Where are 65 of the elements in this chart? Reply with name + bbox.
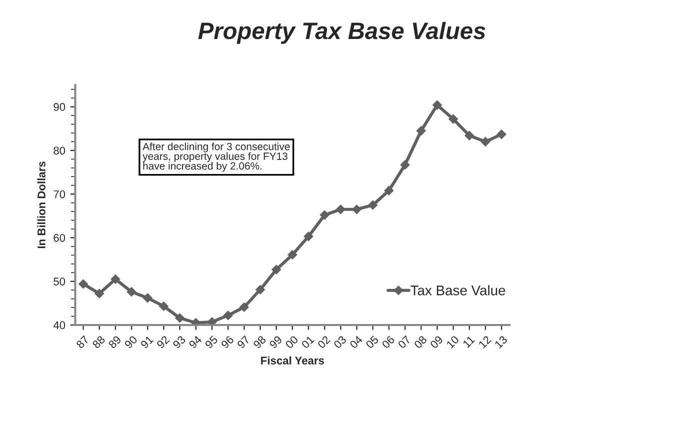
x-tick-label: 10 bbox=[446, 335, 460, 349]
point bbox=[288, 250, 298, 260]
y-tick-label: 40 bbox=[53, 321, 66, 330]
point bbox=[448, 114, 458, 124]
point bbox=[352, 204, 362, 214]
point bbox=[207, 317, 217, 325]
x-tick-label: 87 bbox=[76, 335, 90, 349]
x-tick-label: 05 bbox=[365, 335, 379, 349]
x-tick-label: 99 bbox=[268, 335, 282, 349]
point bbox=[304, 232, 314, 242]
x-tick-label: 04 bbox=[349, 335, 364, 349]
x-tick-label: 88 bbox=[92, 335, 106, 349]
point bbox=[336, 204, 346, 214]
point bbox=[272, 264, 281, 274]
x-tick-label: 97 bbox=[236, 335, 250, 349]
x-tick-label: 12 bbox=[478, 335, 492, 349]
point bbox=[126, 287, 136, 296]
point bbox=[110, 274, 120, 284]
point bbox=[464, 130, 474, 140]
point bbox=[320, 210, 330, 220]
y-tick-label: 90 bbox=[54, 103, 66, 111]
x-tick-label: 00 bbox=[284, 335, 299, 349]
point bbox=[159, 302, 168, 311]
point bbox=[368, 200, 378, 210]
point bbox=[480, 137, 490, 146]
point bbox=[256, 285, 265, 294]
point bbox=[240, 302, 249, 312]
point bbox=[223, 310, 233, 320]
point bbox=[400, 160, 410, 170]
x-tick-label: 94 bbox=[188, 335, 202, 349]
x-axis-title: Fiscal Years bbox=[261, 356, 324, 364]
x-tick-label: 95 bbox=[204, 335, 218, 349]
legend-label: Tax Base Value bbox=[410, 285, 506, 296]
y-tick-label: 80 bbox=[54, 146, 66, 155]
x-tick-label: 92 bbox=[156, 335, 170, 349]
x-tick-label: 93 bbox=[172, 335, 186, 349]
point bbox=[143, 293, 152, 303]
point bbox=[175, 313, 184, 323]
x-tick-label: 90 bbox=[124, 335, 138, 349]
x-tick-label: 91 bbox=[140, 335, 154, 349]
x-tick-label: 02 bbox=[317, 335, 331, 349]
y-tick-label: 50 bbox=[54, 278, 66, 286]
x-tick-label: 13 bbox=[494, 335, 508, 349]
x-tick-label: 89 bbox=[108, 335, 122, 349]
x-tick-label: 98 bbox=[252, 335, 266, 349]
annotation: After declining for 3 consecutive years, property values for FY13 have increased by 2.06%. bbox=[142, 142, 290, 172]
point bbox=[384, 186, 394, 196]
point bbox=[94, 288, 104, 298]
point bbox=[432, 100, 442, 110]
x-tick-label: 01 bbox=[300, 335, 315, 349]
point bbox=[78, 279, 88, 289]
y-axis-title: In Billion Dollars bbox=[37, 162, 46, 248]
x-tick-label: 08 bbox=[414, 335, 428, 349]
chart-title: Property Tax Base Values bbox=[198, 22, 486, 44]
x-tick-label: 11 bbox=[462, 335, 476, 348]
x-tick-label: 03 bbox=[333, 335, 347, 349]
x-tick-label: 06 bbox=[381, 335, 396, 349]
x-tick-label: 07 bbox=[398, 335, 412, 349]
point bbox=[496, 130, 506, 139]
point bbox=[191, 318, 201, 325]
y-tick-label: 70 bbox=[54, 190, 66, 198]
x-tick-label: 09 bbox=[430, 335, 444, 349]
point bbox=[416, 126, 426, 136]
x-tick-label: 96 bbox=[220, 335, 234, 349]
y-tick-label: 60 bbox=[54, 234, 66, 242]
